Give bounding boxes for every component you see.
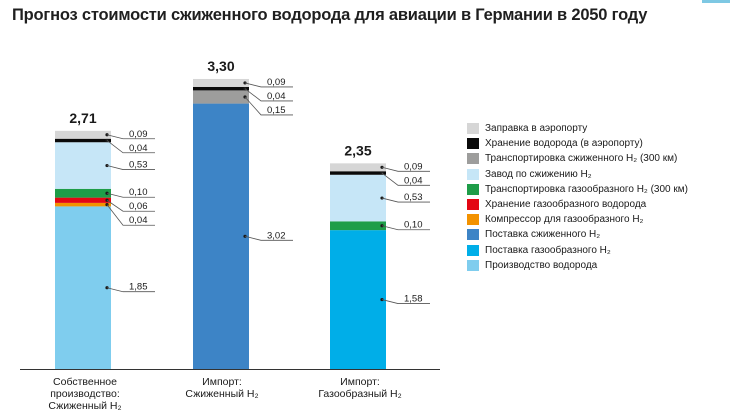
legend-swatch-6 bbox=[467, 214, 479, 226]
legend-item-8: Поставка газообразного H₂ bbox=[467, 243, 688, 258]
data-label-0-4: 0,06 bbox=[129, 201, 148, 212]
legend-swatch-5 bbox=[467, 199, 479, 211]
chart-title: Прогноз стоимости сжиженного водорода дл… bbox=[12, 6, 648, 24]
bar-segment-2-9 bbox=[330, 163, 386, 172]
leader-line-0-8 bbox=[106, 140, 155, 154]
legend-swatch-4 bbox=[467, 183, 479, 195]
bar-segment-0-0 bbox=[55, 206, 111, 369]
legend-label-5: Хранение газообразного водорода bbox=[485, 199, 647, 211]
legend-swatch-0 bbox=[467, 123, 479, 135]
leader-dot-0-6 bbox=[105, 163, 109, 168]
data-label-2-5: 0,10 bbox=[404, 220, 423, 231]
bar-segment-0-9 bbox=[55, 130, 111, 139]
data-label-0-9: 0,09 bbox=[129, 129, 148, 140]
legend-label-3: Завод по сжижению H₂ bbox=[485, 168, 592, 180]
bar-segment-2-5 bbox=[330, 221, 386, 231]
leader-dot-2-6 bbox=[380, 196, 384, 200]
legend-label-1: Хранение водорода (в аэропорту) bbox=[485, 138, 643, 150]
bar-segment-1-8 bbox=[193, 86, 249, 91]
legend-swatch-8 bbox=[467, 244, 479, 256]
legend-item-1: Хранение водорода (в аэропорту) bbox=[467, 136, 688, 151]
bar-segment-2-1 bbox=[330, 230, 386, 369]
legend-label-7: Поставка сжиженного H₂ bbox=[485, 229, 601, 241]
bar-segment-1-9 bbox=[193, 78, 249, 87]
legend-label-2: Транспортировка сжиженного H₂ (300 км) bbox=[485, 153, 678, 165]
leader-line-0-9 bbox=[106, 134, 155, 140]
data-label-1-8: 0,04 bbox=[267, 91, 286, 102]
legend-swatch-2 bbox=[467, 153, 479, 165]
data-label-0-3: 0,04 bbox=[129, 215, 148, 226]
legend-label-8: Поставка газообразного H₂ bbox=[485, 244, 611, 256]
bar-segment-2-8 bbox=[330, 171, 386, 175]
leader-dot-2-5 bbox=[380, 224, 384, 228]
legend-item-7: Поставка сжиженного H₂ bbox=[467, 227, 688, 242]
legend-item-2: Транспортировка сжиженного H₂ (300 км) bbox=[467, 151, 688, 166]
legend-label-0: Заправка в аэропорту bbox=[485, 123, 588, 135]
leader-line-0-3 bbox=[106, 204, 155, 226]
data-label-0-8: 0,04 bbox=[129, 143, 148, 154]
bar-total-0: 2,71 bbox=[69, 110, 96, 126]
bar-segment-1-2 bbox=[193, 103, 249, 369]
legend-item-5: Хранение газообразного водорода bbox=[467, 197, 688, 212]
leader-line-2-1 bbox=[381, 299, 430, 304]
data-label-1-2: 3,02 bbox=[267, 230, 286, 241]
data-label-0-6: 0,53 bbox=[129, 160, 148, 171]
legend-item-0: Заправка в аэропорту bbox=[467, 121, 688, 136]
leader-line-2-9 bbox=[381, 166, 430, 172]
leader-line-2-8 bbox=[381, 172, 430, 186]
leader-line-1-2 bbox=[244, 235, 293, 241]
bar-segment-0-6 bbox=[55, 142, 111, 189]
leader-line-1-7 bbox=[244, 96, 293, 116]
bar-segment-2-6 bbox=[330, 174, 386, 222]
legend-item-4: Транспортировка газообразного H₂ (300 км… bbox=[467, 182, 688, 197]
bar-segment-0-3 bbox=[55, 202, 111, 207]
data-label-1-7: 0,15 bbox=[267, 105, 286, 116]
leader-dot-0-9 bbox=[105, 133, 109, 137]
legend-label-6: Компрессор для газообразного H₂ bbox=[485, 214, 644, 226]
chart-legend: Заправка в аэропорту Хранение водорода (в… bbox=[467, 121, 688, 273]
legend-item-6: Компрессор для газообразного H₂ bbox=[467, 212, 688, 227]
leader-line-0-6 bbox=[106, 165, 155, 170]
leader-dot-1-2 bbox=[243, 234, 247, 238]
bar-segment-0-8 bbox=[55, 138, 111, 143]
bar-total-1: 3,30 bbox=[207, 58, 234, 74]
leader-line-0-4 bbox=[106, 199, 155, 212]
data-label-2-9: 0,09 bbox=[404, 161, 423, 172]
legend-swatch-9 bbox=[467, 259, 479, 271]
brand-accent-mark bbox=[702, 0, 730, 3]
leader-line-1-9 bbox=[244, 82, 293, 88]
leader-line-0-0 bbox=[106, 287, 155, 293]
bar-total-2: 2,35 bbox=[344, 142, 371, 158]
legend-item-9: Производство водорода bbox=[467, 258, 688, 273]
legend-swatch-7 bbox=[467, 229, 479, 241]
bar-segment-1-7 bbox=[193, 90, 249, 104]
legend-swatch-1 bbox=[467, 138, 479, 150]
data-label-0-5: 0,10 bbox=[129, 187, 148, 198]
legend-swatch-3 bbox=[467, 168, 479, 180]
data-label-2-6: 0,53 bbox=[404, 192, 423, 203]
category-label-own-production: Собственное производство: Сжиженный H₂ bbox=[48, 376, 122, 412]
data-label-2-1: 1,58 bbox=[404, 294, 423, 305]
data-label-2-8: 0,04 bbox=[404, 175, 423, 186]
bar-segment-0-5 bbox=[55, 188, 111, 198]
leader-line-2-5 bbox=[381, 225, 430, 231]
legend-item-3: Завод по сжижению H₂ bbox=[467, 167, 688, 182]
category-label-import-liquid: Импорт: Сжиженный H₂ bbox=[185, 376, 259, 400]
leader-line-0-5 bbox=[106, 192, 155, 198]
category-label-import-gaseous: Импорт: Газообразный H₂ bbox=[318, 376, 402, 400]
leader-line-2-6 bbox=[381, 197, 430, 203]
leader-line-1-8 bbox=[244, 88, 293, 102]
legend-label-4: Транспортировка газообразного H₂ (300 км… bbox=[485, 183, 688, 195]
legend-label-9: Производство водорода bbox=[485, 259, 598, 271]
data-label-1-9: 0,09 bbox=[267, 77, 286, 88]
bar-segment-0-4 bbox=[55, 197, 111, 203]
leader-dot-0-5 bbox=[105, 191, 109, 195]
data-label-0-0: 1,85 bbox=[129, 282, 148, 293]
